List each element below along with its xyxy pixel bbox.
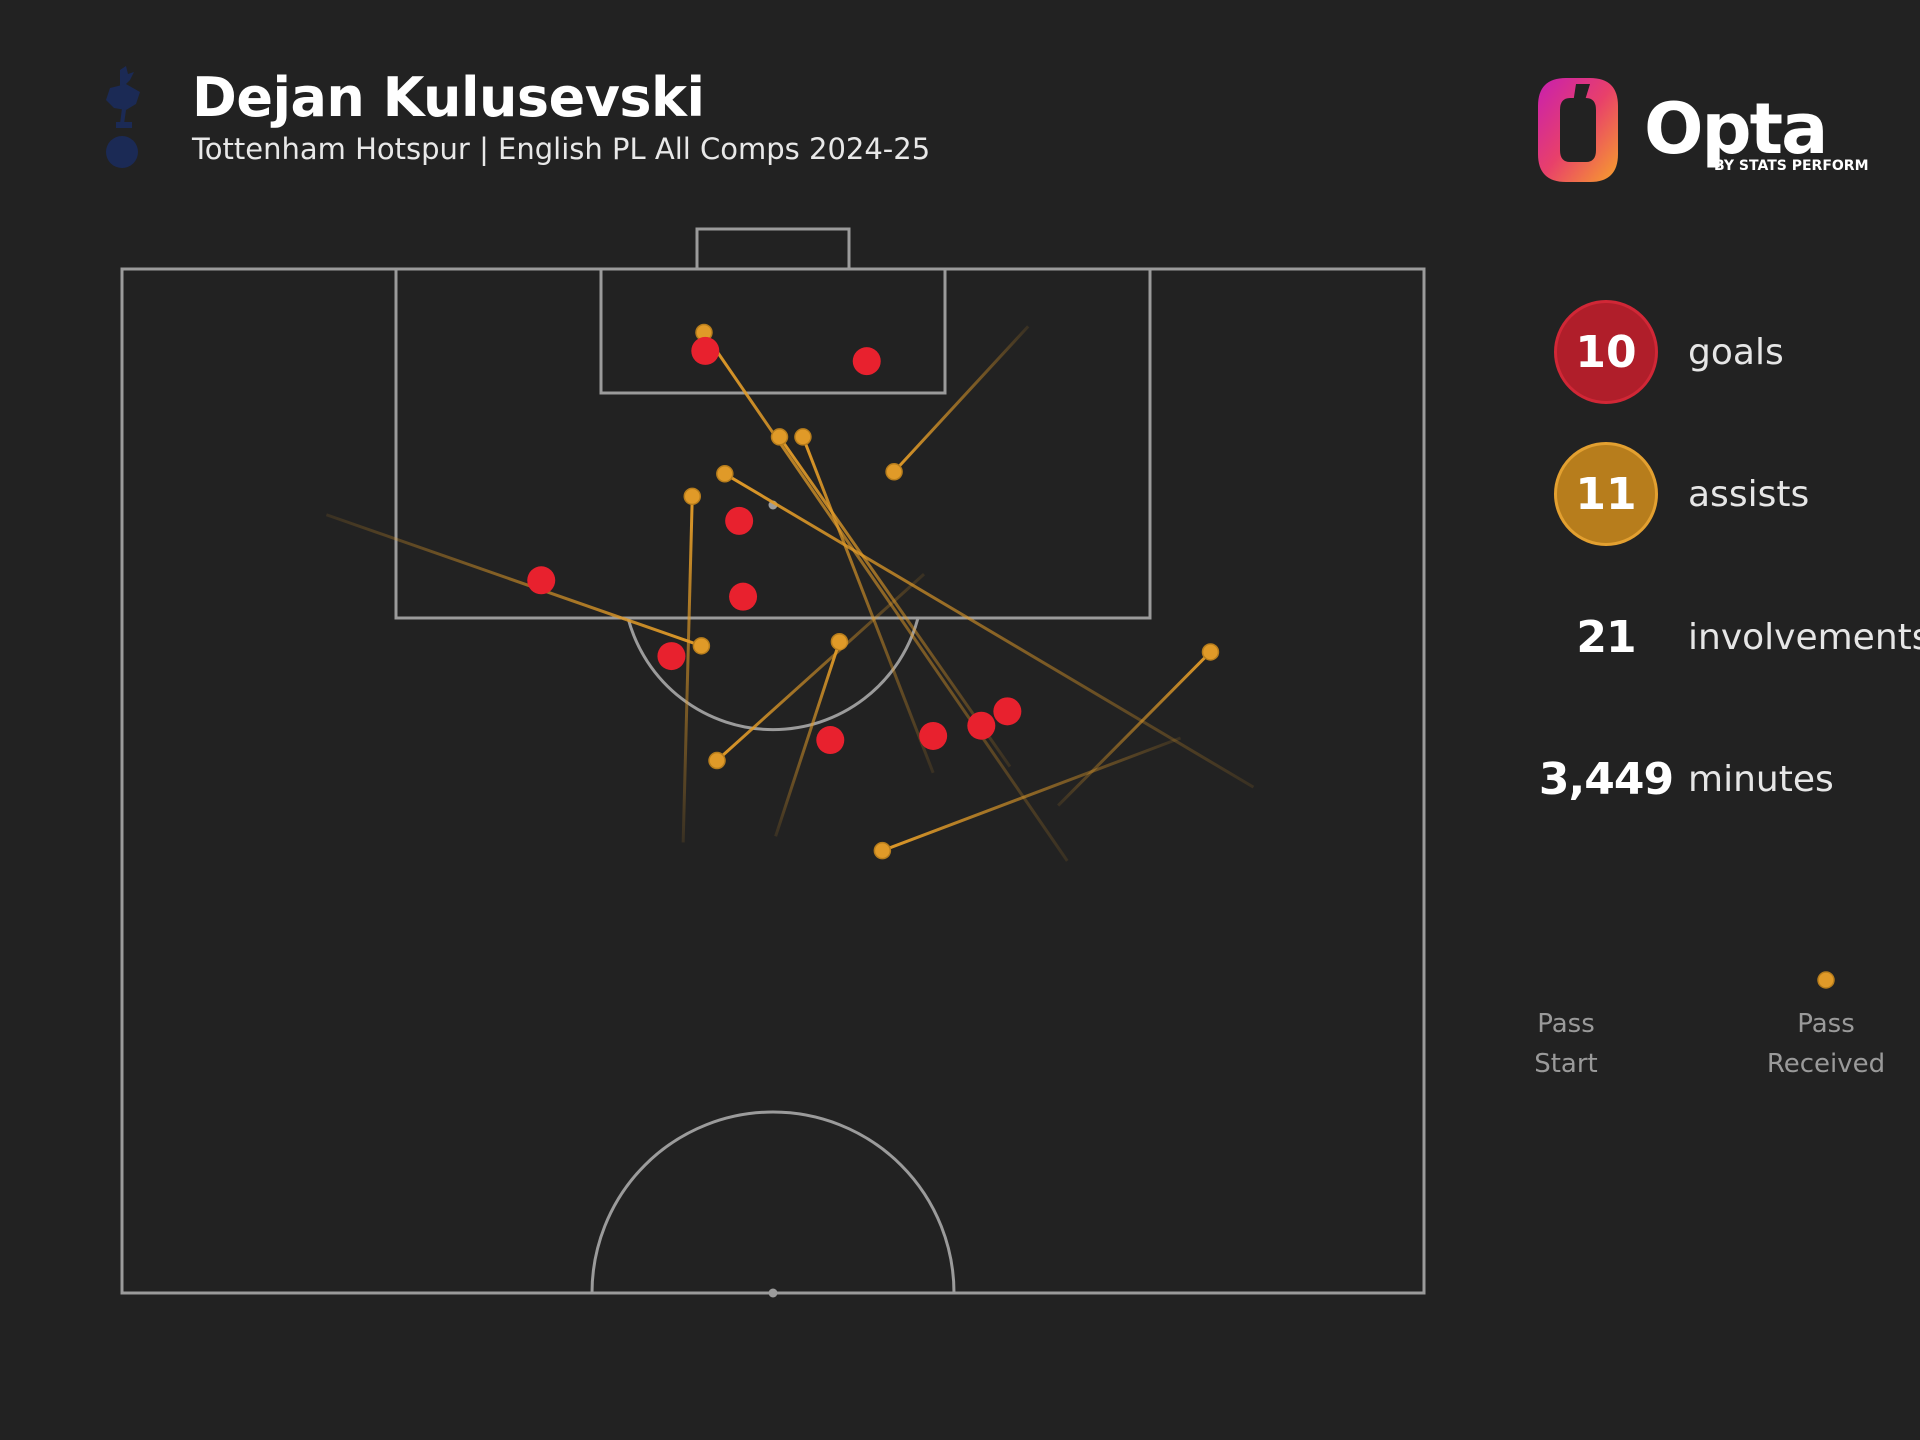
goals-badge: 10 xyxy=(1554,300,1658,404)
assist-pass-line xyxy=(702,331,1069,862)
goal-shot-point xyxy=(816,726,845,755)
goal-shot-point xyxy=(691,336,720,365)
pass-legend: Pass Start Pass Received xyxy=(1520,960,1920,1100)
assist-received-point xyxy=(885,463,903,481)
assist-received-point xyxy=(716,465,734,483)
stat-involvements: 21 involvements xyxy=(1536,585,1920,697)
goal xyxy=(695,227,851,271)
legend-received-dot xyxy=(1817,971,1835,989)
legend-pass-line xyxy=(1566,971,1835,989)
goal-shot-point xyxy=(729,582,758,611)
assist-received-point xyxy=(830,632,849,651)
assist-received-point xyxy=(770,428,789,446)
page-title: Dejan Kulusevski xyxy=(192,66,705,129)
goals-label: goals xyxy=(1688,331,1784,373)
legend-start-label: Pass Start xyxy=(1534,1009,1598,1079)
stat-assists: 11 assists xyxy=(1536,442,1920,554)
goal-shot-point xyxy=(919,721,948,750)
assist-pass-line xyxy=(724,472,1255,789)
six-yard-box xyxy=(599,267,947,395)
assist-received-point xyxy=(692,637,711,655)
goal-shot-point xyxy=(725,506,754,535)
assist-pass-line xyxy=(1057,650,1212,807)
assist-received-point xyxy=(683,487,702,506)
penalty-area xyxy=(394,267,1152,620)
goals-value: 10 xyxy=(1575,326,1637,378)
goal-shot-point xyxy=(527,566,556,595)
assist-pass-line xyxy=(801,436,935,774)
assist-pass-line xyxy=(881,736,1182,853)
assist-pass-line xyxy=(716,573,926,762)
opta-logo-icon xyxy=(1538,78,1618,182)
assist-pass-line xyxy=(325,513,702,648)
tottenham-cockerel-icon xyxy=(106,66,140,168)
stat-minutes: 3,449 minutes xyxy=(1536,727,1920,839)
opta-wordmark: Opta xyxy=(1644,88,1828,170)
assist-pass-line xyxy=(681,496,694,843)
center-spot xyxy=(768,1288,778,1298)
assists-label: assists xyxy=(1688,473,1810,515)
minutes-label: minutes xyxy=(1688,758,1834,800)
goal-shot-point xyxy=(993,697,1022,726)
assist-pass-line xyxy=(892,325,1030,473)
pitch-boundary xyxy=(120,267,1426,1295)
assist-received-point xyxy=(1201,643,1220,661)
assist-received-point xyxy=(873,841,892,860)
opta-logo: Opta BY STATS PERFORM xyxy=(1532,76,1869,186)
legend-end-label: Pass Received xyxy=(1766,1009,1886,1079)
goal-shot-point xyxy=(967,711,996,740)
assist-received-point xyxy=(708,751,726,770)
involvements-value: 21 xyxy=(1576,611,1636,663)
minutes-value: 3,449 xyxy=(1538,753,1674,805)
opta-byline: BY STATS PERFORM xyxy=(1714,158,1869,174)
page-subtitle: Tottenham Hotspur | English PL All Comps… xyxy=(192,132,931,166)
assist-received-point xyxy=(794,428,812,446)
assists-value: 11 xyxy=(1575,468,1637,520)
pitch-chart xyxy=(120,227,1426,1298)
stat-goals: 10 goals xyxy=(1536,300,1920,412)
goal-shot-point xyxy=(852,347,881,376)
assist-pass-line xyxy=(774,641,841,837)
goal-shot-point xyxy=(657,642,686,671)
assists-badge: 11 xyxy=(1554,442,1658,546)
involvements-label: involvements xyxy=(1688,616,1920,658)
center-circle-half xyxy=(590,1110,956,1294)
